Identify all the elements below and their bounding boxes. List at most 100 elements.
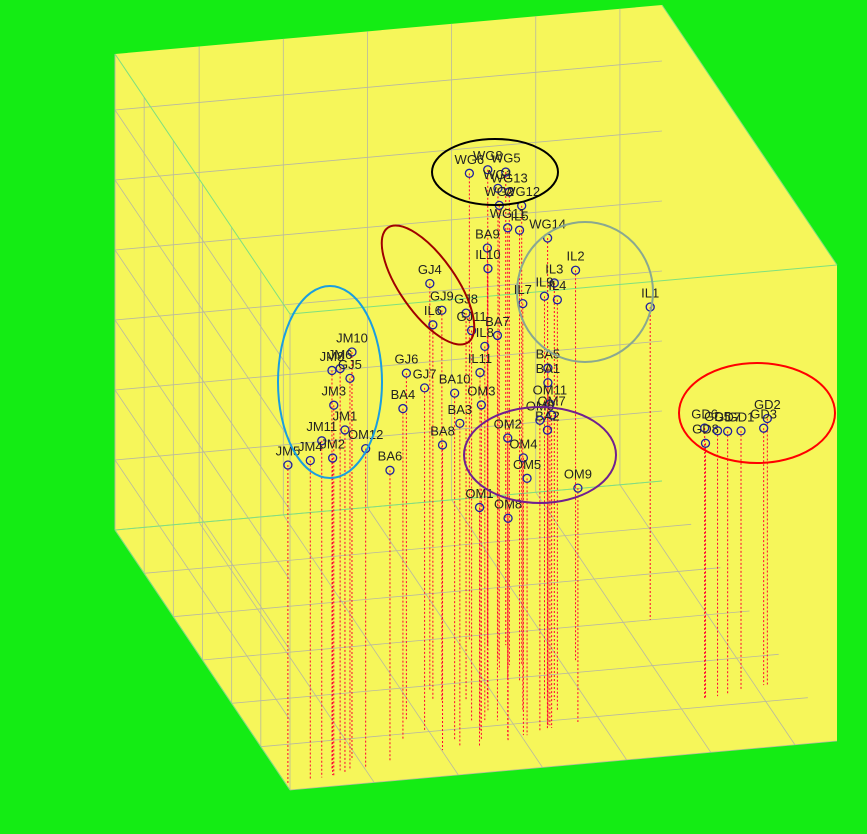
grid-line (260, 697, 808, 748)
point-label: WG2 (485, 184, 515, 199)
point-label: JM5 (276, 443, 301, 458)
point-label: WG1 (483, 167, 513, 182)
point (700, 423, 710, 433)
point (347, 347, 357, 357)
point-label: BA3 (448, 402, 473, 417)
point-label: OM12 (348, 427, 383, 442)
point-label: JM6 (328, 347, 353, 362)
point (329, 400, 339, 410)
point (385, 465, 395, 475)
point (712, 426, 723, 436)
point (328, 453, 338, 463)
point (476, 400, 487, 410)
point (535, 415, 545, 425)
point-label: JM4 (298, 439, 323, 454)
point-label: IL10 (475, 247, 500, 262)
point (437, 305, 447, 315)
point (283, 460, 293, 470)
point (345, 373, 355, 384)
grid-line (231, 653, 779, 704)
point-label: GJ8 (454, 292, 478, 307)
annotation-ellipse (678, 362, 836, 464)
point (317, 436, 327, 446)
point-label: OM7 (538, 394, 566, 409)
point-label: IL3 (545, 261, 563, 276)
point (736, 426, 746, 436)
point (723, 426, 733, 436)
point (437, 440, 448, 450)
point (503, 513, 513, 523)
point (573, 483, 583, 493)
grid-line (144, 523, 692, 574)
box-edge (114, 529, 291, 791)
point-label: GJ11 (457, 309, 487, 324)
point (401, 368, 412, 378)
point (549, 278, 559, 288)
point (501, 167, 511, 177)
point-label: IL7 (514, 282, 532, 297)
point (504, 187, 514, 197)
point (539, 291, 550, 301)
box-edge (289, 264, 838, 315)
point (700, 438, 711, 448)
point-label: GD7 (714, 410, 741, 425)
box-edge (114, 480, 663, 531)
grid-line (289, 740, 838, 791)
point-label: GD6 (691, 406, 718, 421)
point (543, 363, 553, 373)
point-label: OM3 (467, 383, 495, 398)
point-label: JM8 (320, 349, 345, 364)
point-label: IL2 (567, 249, 585, 264)
point-label: WG8 (473, 148, 503, 163)
point (546, 410, 557, 420)
point (483, 263, 493, 274)
box-edge (114, 53, 291, 315)
annotation-ellipse (277, 285, 383, 479)
point-label: IL4 (548, 278, 566, 293)
grid-line (114, 270, 663, 321)
point-label: GD5 (704, 409, 731, 424)
point (464, 168, 475, 178)
point (522, 473, 532, 483)
point-label: IL11 (468, 351, 492, 366)
point (483, 165, 493, 175)
point-label: OM9 (564, 467, 592, 482)
point-label: BA8 (430, 423, 455, 438)
point-label: OM5 (513, 457, 541, 472)
box-edge (661, 4, 838, 266)
point-label: BA10 (439, 372, 471, 387)
point-label: JM11 (306, 419, 337, 434)
point-label: WG13 (491, 170, 528, 185)
point-label: OM2 (494, 416, 522, 431)
point (759, 423, 769, 433)
point (503, 223, 513, 233)
annotation-ellipse (431, 138, 559, 206)
point-label: GJ7 (413, 366, 437, 381)
point-label: IL6 (424, 303, 442, 318)
point-label: GJ5 (338, 357, 362, 372)
point-label: OM1 (465, 486, 493, 501)
point-label: GD2 (754, 397, 781, 412)
point-label: GJ9 (430, 289, 454, 304)
point-label: BA6 (378, 449, 403, 464)
point-label: GJ4 (418, 262, 442, 277)
point (552, 295, 563, 305)
point-label: BA9 (475, 226, 500, 241)
point (419, 383, 430, 393)
point (493, 183, 503, 194)
point-label: GD3 (750, 407, 777, 422)
point-label: OM4 (509, 436, 537, 451)
point-label: JM2 (320, 436, 345, 451)
point (474, 502, 485, 513)
point (475, 367, 485, 378)
point-label: JM10 (336, 330, 368, 345)
point-label: BA5 (536, 347, 561, 362)
point-label: WG11 (490, 206, 526, 221)
annotation-ellipse (516, 221, 654, 363)
point-label: IL8 (476, 325, 494, 340)
point (480, 341, 490, 352)
grid-line (202, 610, 750, 661)
grid-line (114, 200, 663, 251)
grid-line (114, 60, 663, 111)
